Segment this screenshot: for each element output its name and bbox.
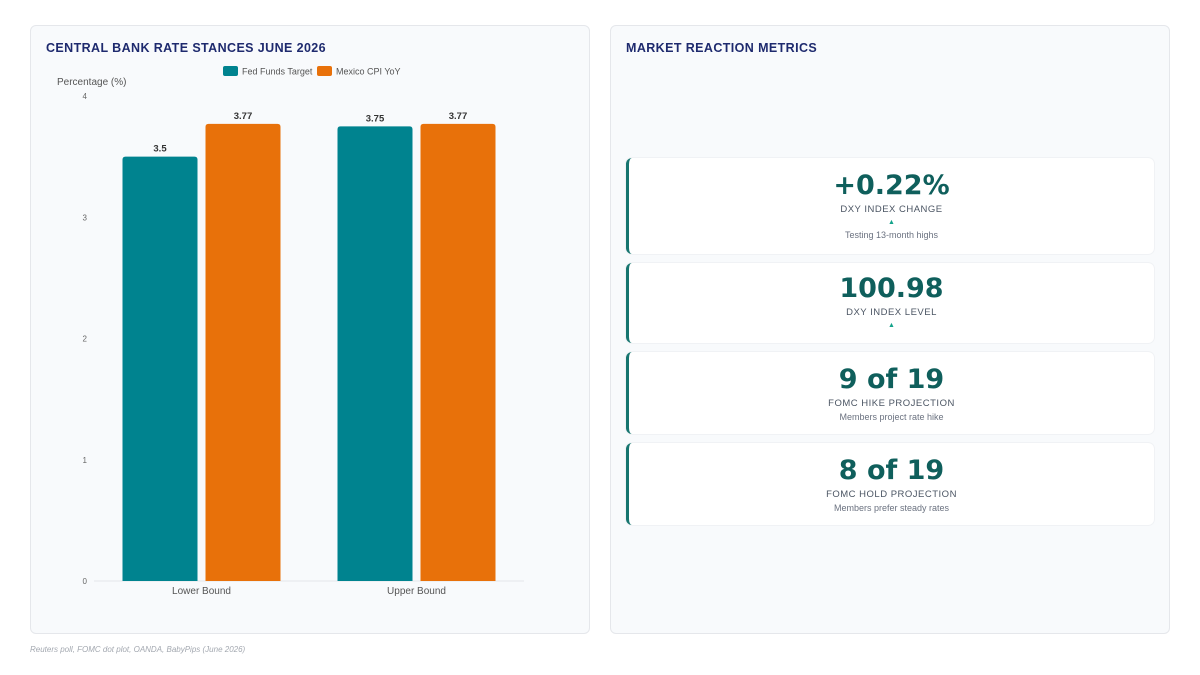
metric-value: +0.22% <box>833 170 950 201</box>
y-tick-label: 2 <box>83 335 88 344</box>
chart-panel: CENTRAL BANK RATE STANCES JUNE 2026 Perc… <box>30 25 590 634</box>
legend-label: Fed Funds Target <box>242 67 313 77</box>
metric-note: Members prefer steady rates <box>833 503 950 513</box>
x-tick-label: Lower Bound <box>172 586 231 597</box>
metric-label: FOMC HIKE PROJECTION <box>828 398 955 409</box>
y-tick-label: 3 <box>83 213 88 222</box>
metric-card-dxy-change: +0.22% DXY INDEX CHANGE ▲ Testing 13-mon… <box>626 158 1154 254</box>
y-tick-label: 0 <box>83 577 88 586</box>
metric-card-dxy-level: 100.98 DXY INDEX LEVEL ▲ <box>626 263 1154 343</box>
metric-note: Members project rate hike <box>839 412 944 422</box>
bar <box>122 156 198 581</box>
metric-value: 100.98 <box>839 273 944 304</box>
metrics-title: MARKET REACTION METRICS <box>626 41 818 55</box>
metric-label: FOMC HOLD PROJECTION <box>826 489 957 500</box>
bar <box>420 123 496 581</box>
y-tick-label: 4 <box>83 92 88 101</box>
legend-swatch <box>317 66 332 76</box>
bar-value-label: 3.77 <box>234 111 253 122</box>
metric-label: DXY INDEX LEVEL <box>846 307 937 318</box>
bar-value-label: 3.75 <box>366 113 385 124</box>
bar-value-label: 3.77 <box>449 111 468 122</box>
metric-value: 8 of 19 <box>838 455 945 486</box>
x-tick-label: Upper Bound <box>387 586 446 597</box>
y-tick-label: 1 <box>83 456 88 465</box>
metric-note: Testing 13-month highs <box>844 230 939 240</box>
bar <box>337 126 413 581</box>
source-note: Reuters poll, FOMC dot plot, OANDA, Baby… <box>30 645 246 654</box>
metric-value: 9 of 19 <box>838 364 945 395</box>
legend-label: Mexico CPI YoY <box>336 67 401 77</box>
chart-title: CENTRAL BANK RATE STANCES JUNE 2026 <box>46 41 327 55</box>
metrics-panel: MARKET REACTION METRICS +0.22% DXY INDEX… <box>610 25 1170 634</box>
bar-value-label: 3.5 <box>153 144 167 155</box>
metric-card-fomc-hike: 9 of 19 FOMC HIKE PROJECTION Members pro… <box>626 352 1154 434</box>
bar-chart: Percentage (%) 0 1 2 3 4 Fed Funds Target Mexic… <box>57 66 524 597</box>
bar <box>205 123 281 581</box>
up-arrow-icon: ▲ <box>888 322 895 329</box>
y-axis-label: Percentage (%) <box>57 77 126 88</box>
metric-card-fomc-hold: 8 of 19 FOMC HOLD PROJECTION Members pre… <box>626 443 1154 525</box>
legend-swatch <box>223 66 238 76</box>
metric-label: DXY INDEX CHANGE <box>840 204 943 215</box>
up-arrow-icon: ▲ <box>888 219 895 226</box>
